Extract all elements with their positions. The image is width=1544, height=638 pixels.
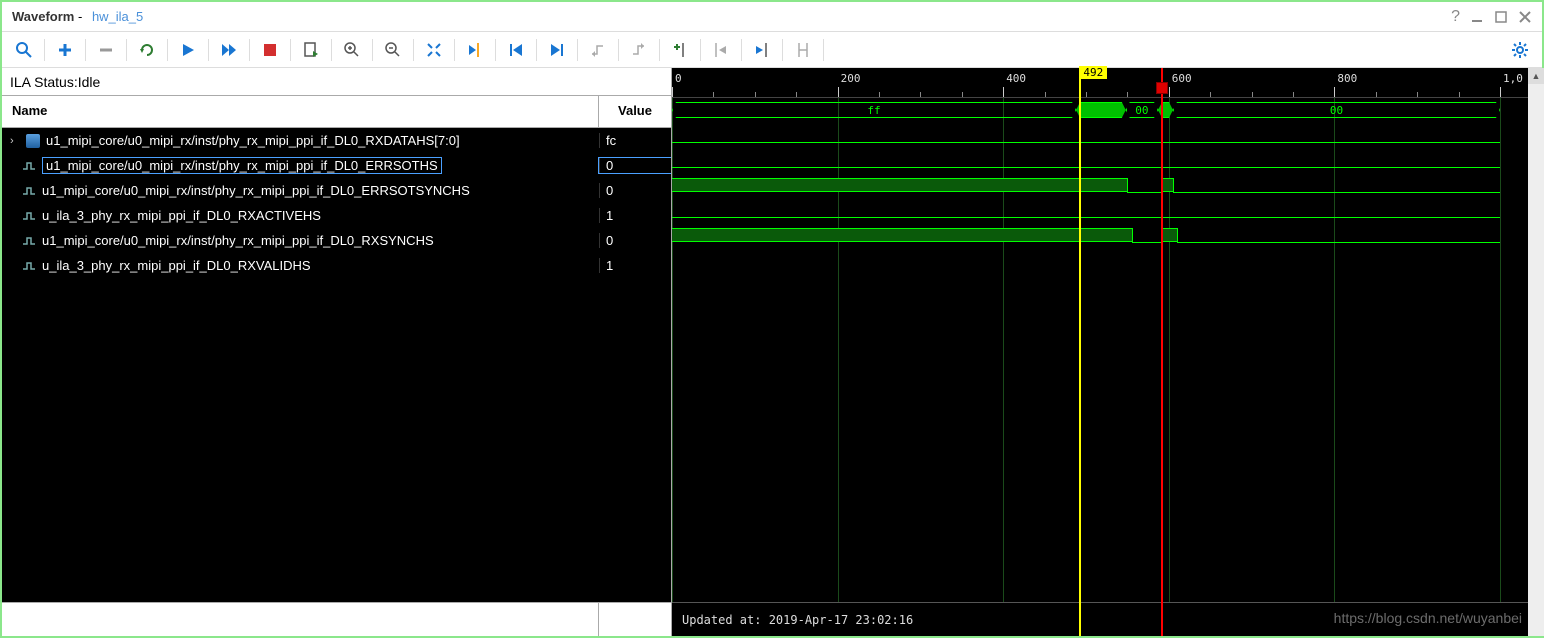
waveform-row[interactable] — [672, 223, 1542, 248]
goto-end-icon[interactable] — [542, 35, 572, 65]
signal-value-text: 1 — [599, 258, 671, 273]
wire-signal-icon — [22, 159, 36, 173]
signal-name-text: u1_mipi_core/u0_mipi_rx/inst/phy_rx_mipi… — [42, 233, 434, 248]
prev-marker-icon[interactable] — [706, 35, 736, 65]
table-header: Name Value — [2, 96, 671, 128]
refresh-icon[interactable] — [132, 35, 162, 65]
cursor-yellow-label: 492 — [1079, 66, 1107, 79]
cursor-yellow[interactable]: 492 — [1079, 68, 1081, 636]
next-marker-icon[interactable] — [747, 35, 777, 65]
signal-value-text: 0 — [599, 183, 671, 198]
ruler-label: 800 — [1337, 72, 1357, 85]
main-area: ILA Status:Idle Name Value › u1_mipi_core… — [2, 68, 1542, 636]
remove-icon[interactable] — [91, 35, 121, 65]
signal-list[interactable]: › u1_mipi_core/u0_mipi_rx/inst/phy_rx_mip… — [2, 128, 671, 602]
waveform-row[interactable] — [672, 173, 1542, 198]
signal-name-text: u1_mipi_core/u0_mipi_rx/inst/phy_rx_mipi… — [46, 133, 460, 148]
signal-row[interactable]: › u1_mipi_core/u0_mipi_rx/inst/phy_rx_mip… — [2, 128, 671, 153]
signal-list-pane: ILA Status:Idle Name Value › u1_mipi_core… — [2, 68, 672, 636]
settings-icon[interactable] — [1505, 35, 1535, 65]
ruler-label: 0 — [675, 72, 682, 85]
signal-value-text: 1 — [599, 208, 671, 223]
close-icon[interactable] — [1518, 10, 1532, 24]
cursor-red-flag-icon — [1156, 82, 1168, 94]
next-edge-up-icon[interactable] — [624, 35, 654, 65]
signal-name-text: u1_mipi_core/u0_mipi_rx/inst/phy_rx_mipi… — [42, 157, 442, 174]
title-separator: - — [74, 9, 86, 24]
signal-row[interactable]: u_ila_3_phy_rx_mipi_ppi_if_DL0_RXVALIDHS… — [2, 253, 671, 278]
ila-status-bar: ILA Status:Idle — [2, 68, 671, 96]
cursor-red[interactable] — [1161, 68, 1163, 636]
waveform-pane[interactable]: 0 200 400 600 800 1,0 ff 00 00 Updated at: 2019… — [672, 68, 1542, 636]
waveform-row[interactable] — [672, 198, 1542, 223]
bus-signal-icon — [26, 134, 40, 148]
waveform-row[interactable] — [672, 148, 1542, 173]
ruler-label: 600 — [1172, 72, 1192, 85]
prev-edge-up-icon[interactable] — [583, 35, 613, 65]
fast-forward-icon[interactable] — [214, 35, 244, 65]
signal-value-text: 0 — [599, 233, 671, 248]
goto-cursor-icon[interactable] — [460, 35, 490, 65]
scrollbar-up-icon[interactable]: ▲ — [1528, 68, 1544, 84]
column-name-header[interactable]: Name — [2, 96, 599, 127]
goto-start-icon[interactable] — [501, 35, 531, 65]
add-marker-icon[interactable] — [665, 35, 695, 65]
help-icon[interactable]: ? — [1451, 8, 1460, 26]
signal-row[interactable]: u1_mipi_core/u0_mipi_rx/inst/phy_rx_mipi… — [2, 153, 671, 178]
vertical-scrollbar[interactable]: ▲ — [1528, 68, 1544, 636]
signal-value-text: 0 — [599, 158, 671, 173]
signal-name-text: u1_mipi_core/u0_mipi_rx/inst/phy_rx_mipi… — [42, 183, 470, 198]
wire-signal-icon — [22, 184, 36, 198]
bus-segment — [1076, 102, 1126, 118]
wire-signal-icon — [22, 209, 36, 223]
zoom-in-icon[interactable] — [337, 35, 367, 65]
wire-signal-icon — [22, 259, 36, 273]
ruler-label: 1,0 — [1503, 72, 1523, 85]
expand-caret-icon[interactable]: › — [10, 135, 20, 147]
minimize-icon[interactable] — [1470, 10, 1484, 24]
signal-name-text: u_ila_3_phy_rx_mipi_ppi_if_DL0_RXVALIDHS — [42, 258, 311, 273]
signal-row[interactable]: u1_mipi_core/u0_mipi_rx/inst/phy_rx_mipi… — [2, 228, 671, 253]
wire-signal-icon — [22, 234, 36, 248]
bus-segment: 00 — [1126, 102, 1158, 118]
add-icon[interactable] — [50, 35, 80, 65]
ila-status-text: ILA Status:Idle — [10, 74, 100, 90]
window-subtitle: hw_ila_5 — [92, 9, 143, 24]
title-bar: Waveform - hw_ila_5 ? — [2, 2, 1542, 32]
signal-row[interactable]: u1_mipi_core/u0_mipi_rx/inst/phy_rx_mipi… — [2, 178, 671, 203]
maximize-icon[interactable] — [1494, 10, 1508, 24]
window-title: Waveform — [12, 9, 74, 24]
ruler-label: 200 — [841, 72, 861, 85]
signal-list-footer — [2, 602, 671, 636]
zoom-fit-icon[interactable] — [419, 35, 449, 65]
ruler-label: 400 — [1006, 72, 1026, 85]
stop-icon[interactable] — [255, 35, 285, 65]
waveform-row[interactable]: ff 00 00 — [672, 98, 1542, 123]
signal-value-text: fc — [599, 133, 671, 148]
signal-row[interactable]: u_ila_3_phy_rx_mipi_ppi_if_DL0_RXACTIVEH… — [2, 203, 671, 228]
updated-at-text: Updated at: 2019-Apr-17 23:02:16 — [682, 613, 913, 627]
swap-markers-icon[interactable] — [788, 35, 818, 65]
bus-segment: 00 — [1173, 102, 1500, 118]
export-icon[interactable] — [296, 35, 326, 65]
watermark-text: https://blog.csdn.net/wuyanbei — [1334, 610, 1522, 626]
column-value-header[interactable]: Value — [599, 96, 671, 127]
bus-segment: ff — [672, 102, 1076, 118]
toolbar — [2, 32, 1542, 68]
play-icon[interactable] — [173, 35, 203, 65]
signal-name-text: u_ila_3_phy_rx_mipi_ppi_if_DL0_RXACTIVEH… — [42, 208, 321, 223]
waveform-row[interactable] — [672, 123, 1542, 148]
waveform-canvas[interactable]: ff 00 00 — [672, 98, 1542, 602]
zoom-out-icon[interactable] — [378, 35, 408, 65]
search-icon[interactable] — [9, 35, 39, 65]
